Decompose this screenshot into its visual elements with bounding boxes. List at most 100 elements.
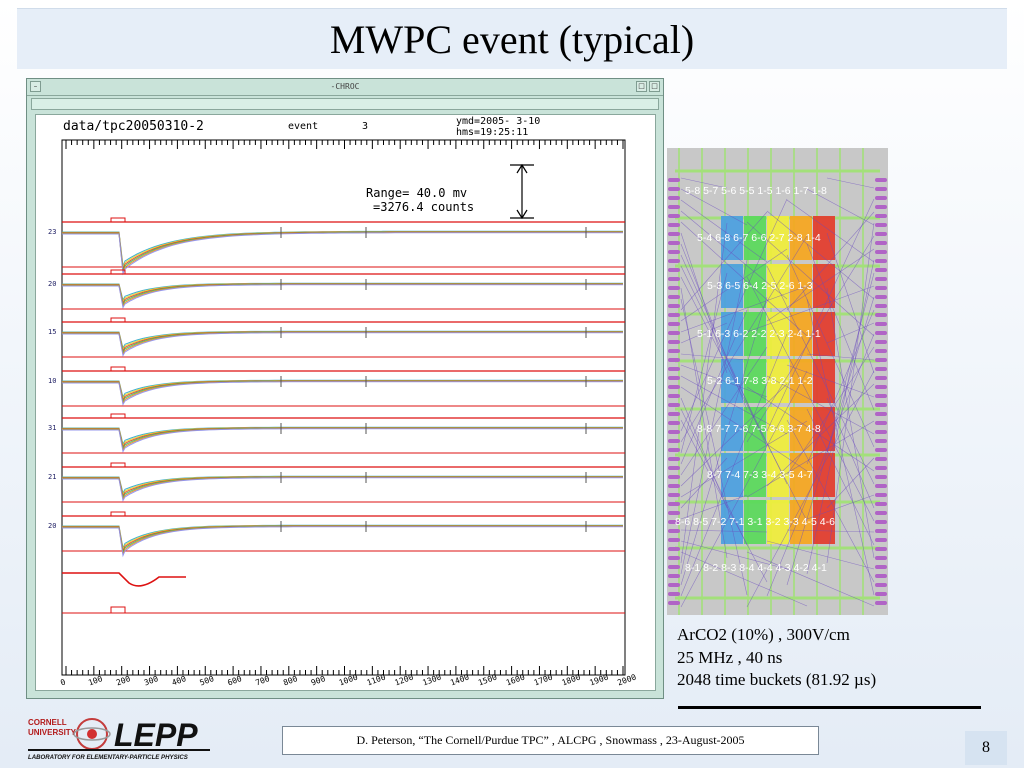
trigger-marker [110, 317, 126, 322]
pad-cell [744, 500, 766, 544]
range-label: Range= 40.0 mv [366, 186, 467, 200]
pad-pin [668, 601, 680, 605]
pad-wire [680, 353, 748, 361]
pad-wire [680, 232, 728, 374]
pad-pin [668, 268, 680, 272]
xwindow-menubar[interactable] [31, 98, 659, 110]
pad-pin [668, 511, 680, 515]
waveform [62, 284, 623, 308]
pad-cell [790, 407, 812, 451]
x-tick-label: 300 [143, 674, 160, 687]
pad-wire [680, 419, 768, 583]
pad-cell [721, 359, 743, 403]
pad-pin [668, 358, 680, 362]
x-tick-label: 0 [59, 677, 67, 687]
square-icon[interactable]: □ [649, 81, 660, 92]
pad-cell [721, 453, 743, 497]
pad-row-label: 8-1 8-2 8-3 8-4 4-4 4-3 4-2 4-1 [685, 562, 827, 574]
footer-rule [678, 706, 981, 709]
pad-pin [875, 448, 887, 452]
citation-box: D. Peterson, “The Cornell/Purdue TPC” , … [282, 726, 819, 755]
pad-cell [744, 264, 766, 308]
pad-pin [668, 313, 680, 317]
pad-pin [668, 583, 680, 587]
pad-wire [680, 276, 808, 522]
x-tick-label: 700 [254, 674, 271, 687]
pad-wire [766, 248, 875, 322]
waveform-traces [62, 217, 625, 614]
pad-pin [668, 295, 680, 299]
slide-title-bar: MWPC event (typical) [17, 8, 1007, 69]
pad-pin [668, 565, 680, 569]
pad-row-label: 5-3 6-5 6-4 2-5 2-6 1-3 [707, 280, 813, 292]
pad-wire [680, 211, 768, 311]
lepp-logo: CORNELL UNIVERSITY LEPP LABORATORY FOR E… [28, 714, 218, 762]
pad-row-label: 5-2 6-1 7-8 3-8 2-1 1-2 [707, 375, 813, 387]
pad-pin [875, 421, 887, 425]
minus-icon[interactable]: – [30, 81, 41, 92]
pad-cell [744, 453, 766, 497]
waveform [62, 477, 623, 501]
pad-pin [668, 349, 680, 353]
pad-pin [875, 268, 887, 272]
pad-row-label: 5-1 6-3 6-2 2-2 2-3 2-4 1-1 [697, 328, 821, 340]
pad-wire [680, 222, 728, 564]
row-label: 15 [48, 328, 56, 336]
x-tick-label: 200 [115, 674, 132, 687]
pad-pin [875, 556, 887, 560]
pad-cell [721, 500, 743, 544]
pad-pin [875, 250, 887, 254]
pad-wire [746, 370, 875, 608]
plot-date: ymd=2005- 3-10 [456, 116, 540, 127]
pad-wire [826, 322, 875, 344]
pad-pin [668, 340, 680, 344]
pad-wire [680, 494, 748, 520]
range-counts-label: =3276.4 counts [373, 200, 474, 214]
pad-wire [680, 309, 748, 465]
pad-pin [668, 385, 680, 389]
waveform [62, 526, 623, 556]
page-number: 8 [965, 731, 1007, 765]
atom-icon [73, 718, 111, 750]
pad-pin [668, 304, 680, 308]
pad-wire [826, 457, 875, 509]
pad-wire [680, 272, 728, 454]
pad-row-label: 5-4 6-8 6-7 6-6 2-7 2-8 1-4 [697, 232, 821, 244]
x-tick-label: 400 [171, 674, 188, 687]
pad-pin [875, 484, 887, 488]
pad-labels: 5-8 5-7 5-6 5-5 1-5 1-6 1-7 1-8 5-4 6-8 6… [675, 185, 835, 574]
pad-wire [826, 272, 875, 454]
pad-wire [826, 397, 875, 509]
pad-pin [875, 340, 887, 344]
pad-pin [668, 466, 680, 470]
waveform [62, 332, 623, 356]
pad-pin [668, 367, 680, 371]
pad-wire [806, 353, 875, 361]
pad-wire [680, 210, 788, 300]
plot-frame [61, 139, 626, 676]
pad-wire [766, 383, 875, 487]
trigger-marker [110, 366, 126, 371]
pad-pin [875, 457, 887, 461]
waveform [62, 477, 623, 502]
pad-wire [680, 364, 768, 398]
pad-wire [680, 420, 808, 498]
pad-pin [875, 241, 887, 245]
pad-pin [875, 376, 887, 380]
pad-wire [766, 265, 875, 485]
pad-pin [875, 493, 887, 497]
pad-wire [786, 346, 875, 476]
pad-pin [875, 601, 887, 605]
pad-pin [875, 574, 887, 578]
xwindow-titlebar[interactable]: -CHROC [27, 79, 663, 96]
pad-wire [746, 551, 875, 607]
pad-wire [826, 222, 875, 564]
pad-pin [668, 592, 680, 596]
pad-wire [680, 243, 748, 411]
row-label: 10 [48, 377, 56, 385]
square-icon[interactable]: □ [636, 81, 647, 92]
trigger-marker [110, 413, 126, 418]
waveform [62, 381, 623, 405]
pad-wire [680, 259, 748, 575]
pad-pin [875, 205, 887, 209]
